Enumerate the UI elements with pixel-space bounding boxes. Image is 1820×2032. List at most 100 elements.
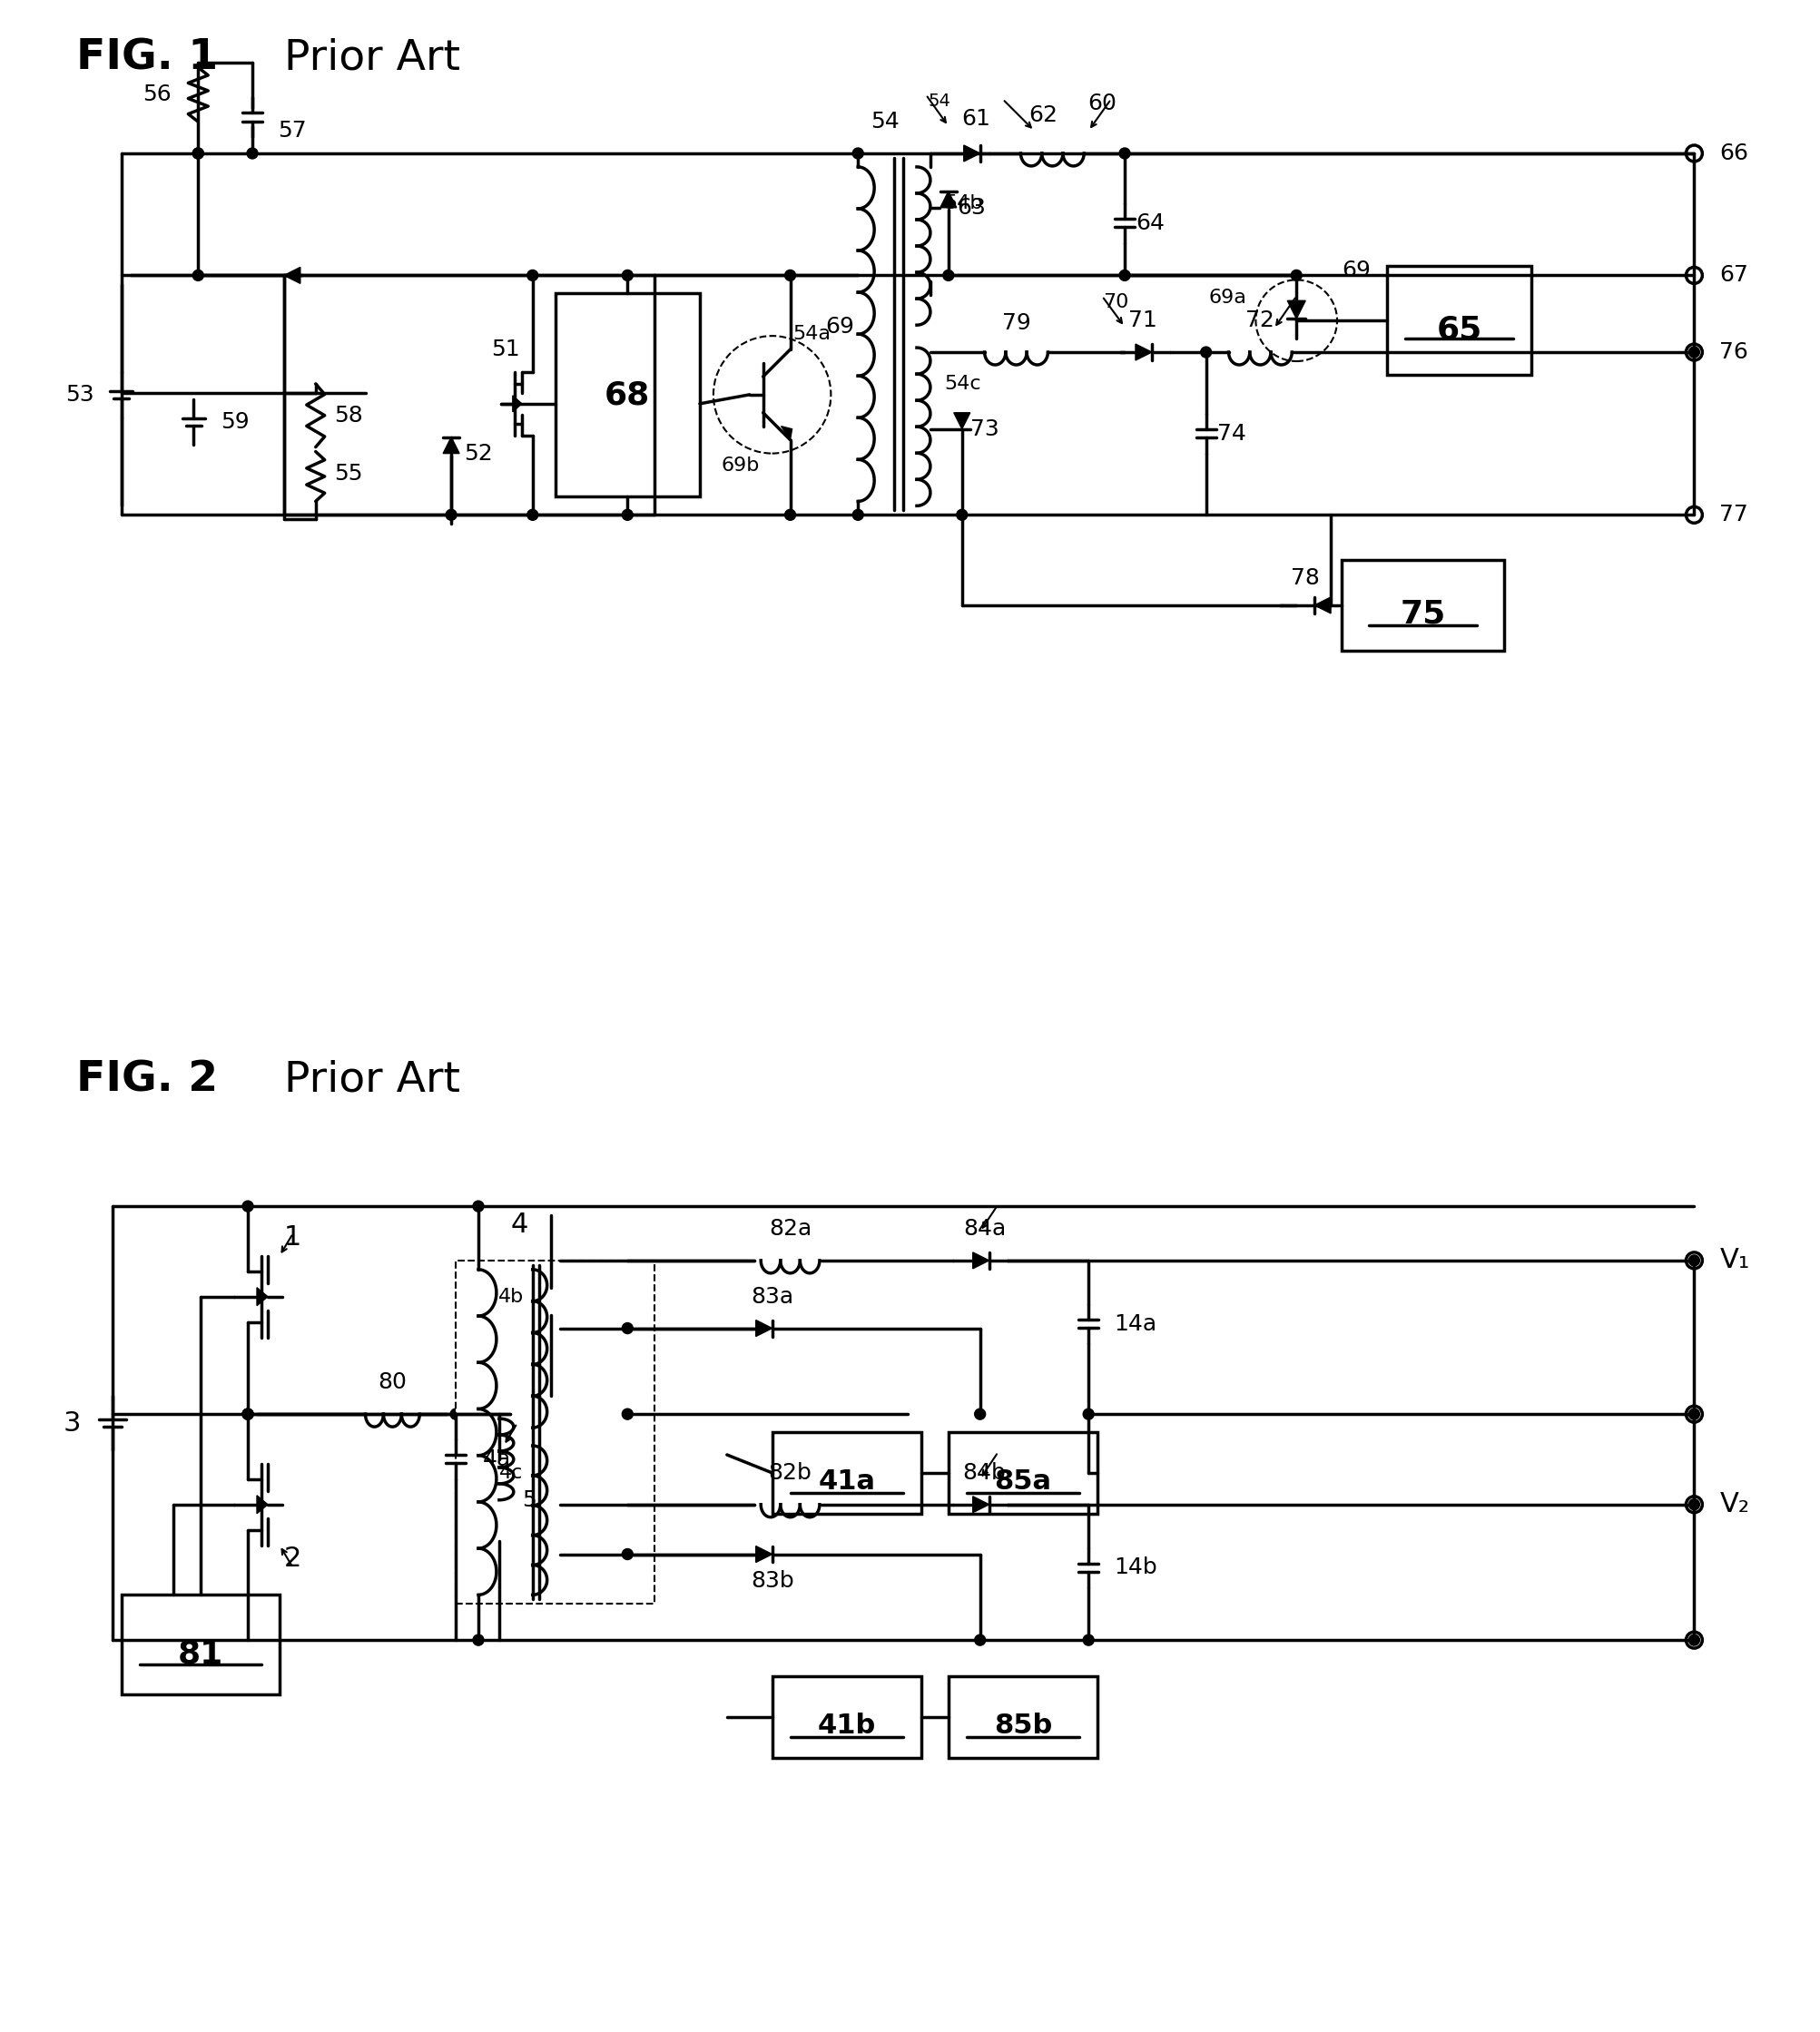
Circle shape <box>957 510 968 520</box>
Circle shape <box>242 1408 253 1420</box>
Circle shape <box>493 1408 504 1420</box>
Bar <box>948 1676 1097 1758</box>
Circle shape <box>450 1408 460 1420</box>
Circle shape <box>1689 1256 1700 1266</box>
Text: 54a: 54a <box>794 325 832 343</box>
Circle shape <box>852 148 863 158</box>
Text: 55: 55 <box>333 463 362 486</box>
Polygon shape <box>1287 301 1305 319</box>
Text: 41a: 41a <box>819 1469 875 1496</box>
Text: 14b: 14b <box>1114 1557 1158 1579</box>
Circle shape <box>242 1634 253 1646</box>
Text: 1: 1 <box>284 1225 302 1252</box>
Text: 80: 80 <box>379 1372 408 1394</box>
Text: 82a: 82a <box>768 1217 812 1240</box>
Polygon shape <box>1314 597 1330 614</box>
Circle shape <box>622 510 633 520</box>
Polygon shape <box>755 1321 772 1337</box>
Text: 70: 70 <box>1103 293 1128 311</box>
Text: 62: 62 <box>1028 104 1057 126</box>
Text: 69: 69 <box>826 317 854 337</box>
Text: 67: 67 <box>1720 264 1749 287</box>
Circle shape <box>446 510 457 520</box>
Text: 52: 52 <box>464 443 493 463</box>
Text: 69: 69 <box>1341 260 1370 282</box>
Circle shape <box>193 270 204 280</box>
Text: 74: 74 <box>1218 423 1247 445</box>
Text: 76: 76 <box>1720 341 1749 364</box>
Circle shape <box>193 148 204 158</box>
Text: 4b: 4b <box>499 1288 524 1307</box>
Circle shape <box>1290 270 1301 280</box>
Text: 77: 77 <box>1720 504 1749 526</box>
Bar <box>772 1433 921 1514</box>
Polygon shape <box>257 1288 268 1307</box>
Text: 14a: 14a <box>1114 1313 1158 1335</box>
Text: 54c: 54c <box>945 374 981 392</box>
Circle shape <box>622 1548 633 1561</box>
Text: 64: 64 <box>1136 211 1165 234</box>
Text: 82b: 82b <box>768 1461 812 1483</box>
Text: V₂: V₂ <box>1720 1491 1749 1518</box>
Text: 54: 54 <box>928 91 950 110</box>
Text: 81: 81 <box>178 1638 224 1668</box>
Circle shape <box>1119 270 1130 280</box>
Circle shape <box>852 510 863 520</box>
Circle shape <box>622 270 633 280</box>
Circle shape <box>1689 1500 1700 1510</box>
Circle shape <box>943 270 954 280</box>
Text: 85b: 85b <box>994 1713 1052 1739</box>
Text: 72: 72 <box>1247 309 1274 331</box>
Circle shape <box>242 1408 253 1420</box>
Text: FIG. 1: FIG. 1 <box>76 39 218 79</box>
Text: 53: 53 <box>66 384 95 406</box>
Bar <box>772 1676 921 1758</box>
Text: 83a: 83a <box>752 1286 794 1307</box>
Text: 59: 59 <box>220 410 249 433</box>
Circle shape <box>1201 347 1212 358</box>
Circle shape <box>528 510 539 520</box>
Circle shape <box>622 1323 633 1333</box>
Circle shape <box>976 1634 985 1646</box>
Circle shape <box>528 270 539 280</box>
Circle shape <box>1689 1634 1700 1646</box>
Circle shape <box>248 148 258 158</box>
Circle shape <box>784 270 795 280</box>
Text: 69a: 69a <box>1208 289 1247 307</box>
Bar <box>1341 561 1505 650</box>
Text: 84b: 84b <box>963 1461 1006 1483</box>
Text: Prior Art: Prior Art <box>284 1059 460 1099</box>
Circle shape <box>976 1408 985 1420</box>
Circle shape <box>242 1201 253 1211</box>
Text: 73: 73 <box>970 419 999 439</box>
Text: 3: 3 <box>64 1410 80 1437</box>
Bar <box>122 1595 280 1695</box>
Circle shape <box>784 510 795 520</box>
Polygon shape <box>257 1496 268 1514</box>
Text: 58: 58 <box>333 404 362 427</box>
Text: 4a: 4a <box>482 1449 511 1471</box>
Bar <box>948 1433 1097 1514</box>
Circle shape <box>1083 1634 1094 1646</box>
Polygon shape <box>965 144 979 161</box>
Text: 63: 63 <box>957 197 985 219</box>
Text: 4: 4 <box>510 1211 528 1237</box>
Polygon shape <box>284 268 300 284</box>
Text: 69b: 69b <box>721 455 759 473</box>
Polygon shape <box>1136 343 1152 360</box>
Circle shape <box>622 1408 633 1420</box>
Text: 84a: 84a <box>963 1217 1006 1240</box>
Text: Prior Art: Prior Art <box>284 39 460 79</box>
Text: 79: 79 <box>1001 313 1030 333</box>
Text: 51: 51 <box>491 339 521 360</box>
Polygon shape <box>954 412 970 429</box>
Text: 83b: 83b <box>750 1571 794 1593</box>
Text: 78: 78 <box>1290 567 1319 589</box>
Circle shape <box>193 148 204 158</box>
Text: FIG. 2: FIG. 2 <box>76 1059 218 1099</box>
Polygon shape <box>781 427 792 439</box>
Circle shape <box>1083 1408 1094 1420</box>
Text: 41b: 41b <box>817 1713 875 1739</box>
Text: 54b: 54b <box>945 193 983 211</box>
Text: 2: 2 <box>284 1546 302 1573</box>
